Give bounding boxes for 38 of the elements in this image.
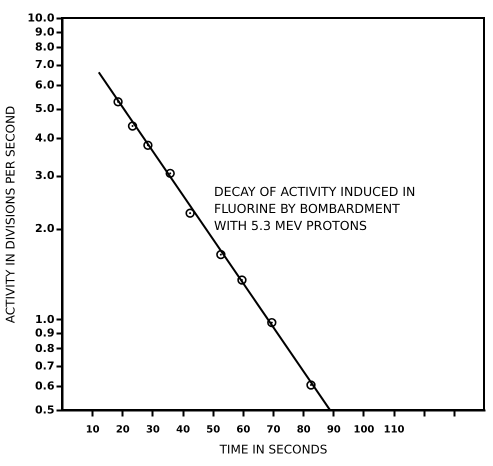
y-tick-label: 0.9 <box>35 326 54 340</box>
x-tick-label: 30 <box>146 424 160 436</box>
x-tick-label: 80 <box>296 424 311 436</box>
point <box>306 380 316 390</box>
x-tick-label: 60 <box>236 424 250 436</box>
x-tick-label: 50 <box>206 424 220 436</box>
y-tick-label: 2.0 <box>35 222 55 236</box>
x-axis-title: TIME IN SECONDS <box>218 442 328 456</box>
annotation: DECAY OF ACTIVITY INDUCED IN FLUORINE BY BOMBARDMENT WITH 5.3 MEV PROTONS <box>214 184 416 233</box>
x-tick-label: 40 <box>176 424 190 436</box>
point <box>113 97 123 106</box>
y-tick-label: 7.0 <box>35 58 55 72</box>
y-tick-label: 8.0 <box>35 40 55 54</box>
point <box>128 121 138 131</box>
x-tick-label: 70 <box>266 424 280 436</box>
y-tick-label: 1.0 <box>35 312 55 326</box>
y-tick-label: 0.7 <box>35 359 54 372</box>
x-tick-label: 100 <box>353 424 374 436</box>
point <box>267 318 276 328</box>
y-tick-label: 0.5 <box>35 404 54 416</box>
point <box>216 250 226 260</box>
y-tick-label: 3.0 <box>35 169 55 182</box>
y-tick-label: 4.0 <box>35 131 55 144</box>
x-tick-label: 20 <box>116 424 130 436</box>
point <box>143 140 153 150</box>
y-axis-title: ACTIVITY IN DIVISIONS PER SECOND <box>3 106 18 324</box>
x-tick-label: 10 <box>86 424 100 436</box>
x-tick-label: 110 <box>384 424 405 436</box>
point <box>166 168 175 178</box>
y-tick-label: 0.6 <box>35 380 55 393</box>
y-tick-label: 6.0 <box>35 78 55 92</box>
point <box>185 208 195 218</box>
y-tick-label: 0.8 <box>35 342 54 355</box>
y-tick-label: 9.0 <box>35 25 55 38</box>
x-tick-label: 90 <box>326 424 341 436</box>
y-tick-label: 10.0 <box>27 12 55 24</box>
y-tick-label: 5.0 <box>35 102 55 116</box>
point <box>237 275 247 285</box>
